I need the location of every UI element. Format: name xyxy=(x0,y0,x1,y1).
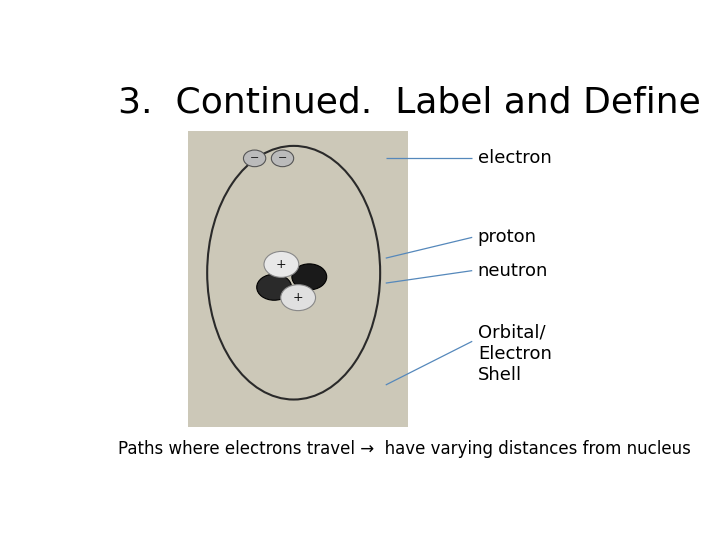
Text: +: + xyxy=(293,291,303,304)
Text: electron: electron xyxy=(478,150,552,167)
Text: Paths where electrons travel →  have varying distances from nucleus: Paths where electrons travel → have vary… xyxy=(118,440,690,458)
Circle shape xyxy=(292,264,327,290)
Text: +: + xyxy=(276,258,287,271)
Circle shape xyxy=(257,274,292,300)
Text: neutron: neutron xyxy=(478,261,548,280)
Circle shape xyxy=(271,150,294,167)
Bar xyxy=(188,131,408,427)
Text: proton: proton xyxy=(478,228,537,246)
Text: Orbital/
Electron
Shell: Orbital/ Electron Shell xyxy=(478,324,552,383)
Text: 3.  Continued.  Label and Define: 3. Continued. Label and Define xyxy=(118,85,701,119)
Circle shape xyxy=(264,252,299,278)
Circle shape xyxy=(281,285,315,310)
Text: −: − xyxy=(250,153,259,164)
Circle shape xyxy=(243,150,266,167)
Text: −: − xyxy=(278,153,287,164)
